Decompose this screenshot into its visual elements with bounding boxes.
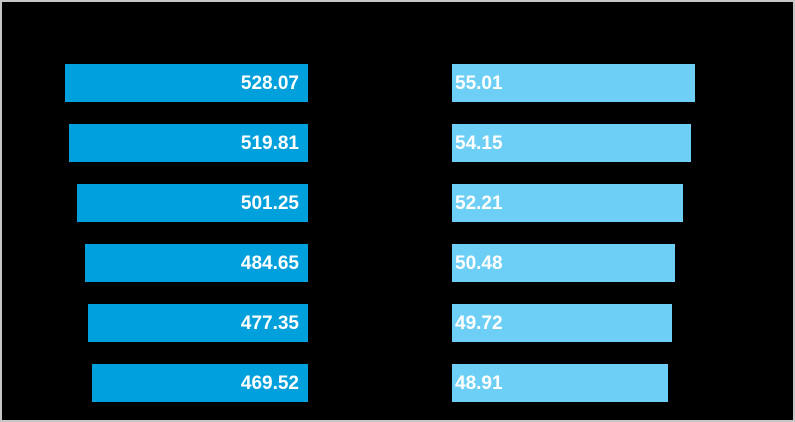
bar-value-label: 55.01 xyxy=(455,72,503,94)
bar-value-label: 52.21 xyxy=(455,192,503,214)
bar: 519.81 xyxy=(69,124,308,162)
bar: 48.91 xyxy=(452,364,668,402)
bar-value-label: 528.07 xyxy=(240,72,299,94)
bar-value-label: 469.52 xyxy=(240,372,299,394)
bar-value-label: 519.81 xyxy=(240,132,299,154)
bar-value-label: 50.48 xyxy=(455,252,503,274)
bar: 477.35 xyxy=(88,304,308,342)
bar: 55.01 xyxy=(452,64,695,102)
bar-value-label: 484.65 xyxy=(240,252,299,274)
bar: 484.65 xyxy=(85,244,308,282)
bar-value-label: 477.35 xyxy=(240,312,299,334)
bar: 501.25 xyxy=(77,184,308,222)
bar-value-label: 54.15 xyxy=(455,132,503,154)
bar: 52.21 xyxy=(452,184,683,222)
bar: 528.07 xyxy=(65,64,308,102)
bar: 54.15 xyxy=(452,124,691,162)
bar: 49.72 xyxy=(452,304,672,342)
bar-value-label: 49.72 xyxy=(455,312,503,334)
bar: 50.48 xyxy=(452,244,675,282)
bar-value-label: 48.91 xyxy=(455,372,503,394)
bar: 469.52 xyxy=(92,364,308,402)
bar-value-label: 501.25 xyxy=(240,192,299,214)
